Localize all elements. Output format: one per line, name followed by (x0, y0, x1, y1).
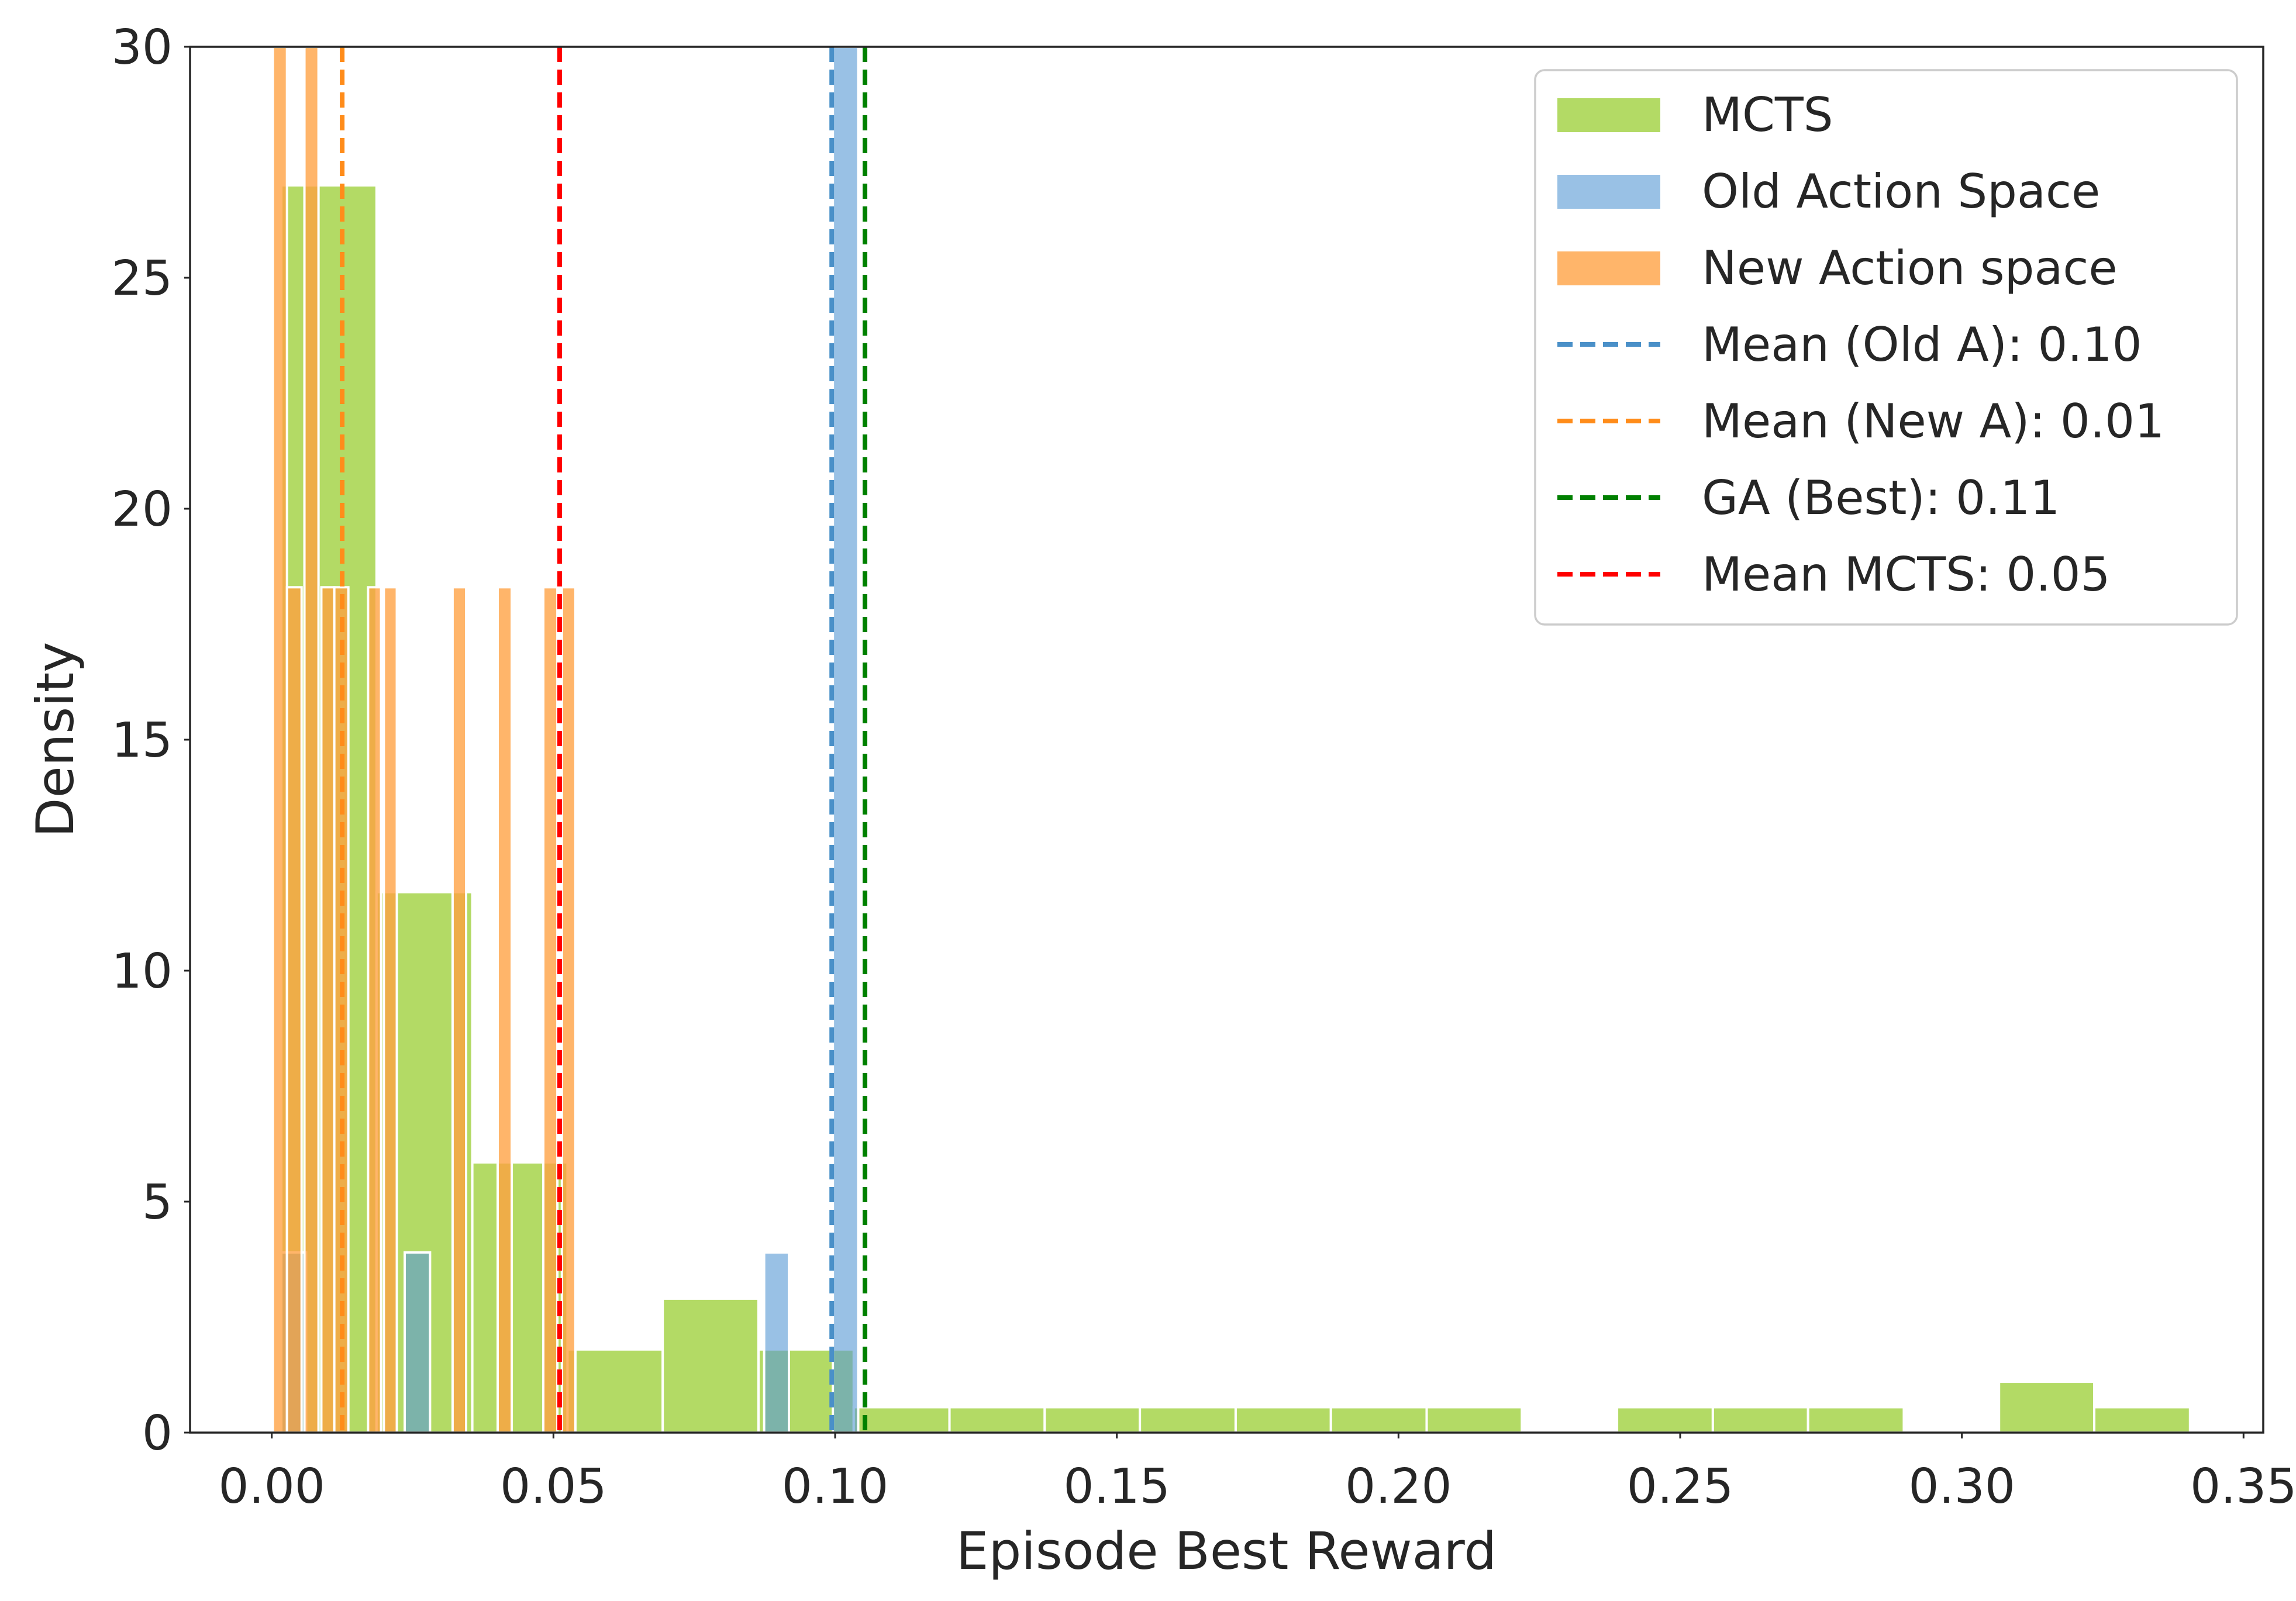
x-tick-label: 0.25 (1627, 1459, 1734, 1514)
hist-bar (566, 1348, 664, 1434)
hist-bar (367, 586, 382, 1434)
x-tick-label: 0.15 (1063, 1459, 1170, 1514)
hist-bar (542, 586, 559, 1434)
hist-bar (1711, 1406, 1809, 1434)
x-axis-ticks: 0.00 0.05 0.10 0.15 0.20 0.25 0.30 0.35 (218, 1433, 2296, 1514)
hist-bar (1616, 1406, 1714, 1434)
hist-bar (763, 1251, 791, 1434)
hist-bar (661, 1297, 760, 1434)
x-tick-label: 0.00 (218, 1459, 325, 1514)
hist-bar (303, 46, 320, 1434)
legend-label: Mean (Old A): 0.10 (1702, 318, 2142, 372)
y-axis-ticks: 0 5 10 15 20 25 30 (112, 20, 190, 1461)
legend-label: New Action space (1702, 241, 2118, 295)
y-axis-label: Density (25, 642, 85, 838)
y-tick-label: 0 (142, 1406, 173, 1461)
hist-bar (1998, 1381, 2096, 1434)
hist-bar (1807, 1406, 1905, 1434)
legend-swatch (1557, 175, 1660, 209)
hist-bar (1234, 1406, 1332, 1434)
hist-bar (948, 1406, 1046, 1434)
reference-lines (340, 47, 868, 1433)
y-tick-label: 30 (112, 20, 173, 75)
hist-bar (852, 1406, 951, 1434)
x-tick-label: 0.35 (2190, 1459, 2296, 1514)
histogram-bars (271, 46, 2191, 1434)
legend-label: MCTS (1702, 88, 1833, 142)
y-tick-label: 20 (112, 482, 173, 537)
legend-swatch (1557, 98, 1660, 132)
legend: MCTS Old Action Space New Action space Mean… (1534, 69, 2238, 626)
hist-bar (382, 586, 398, 1434)
x-tick-label: 0.05 (500, 1459, 607, 1514)
legend-label: Mean MCTS: 0.05 (1702, 547, 2110, 602)
hist-bar (560, 586, 577, 1434)
hist-bar (271, 46, 288, 1434)
x-tick-label: 0.20 (1345, 1459, 1452, 1514)
legend-label: GA (Best): 0.11 (1702, 471, 2060, 525)
legend-swatch (1557, 251, 1660, 285)
hist-bar (2093, 1406, 2191, 1434)
hist-bar (1329, 1406, 1428, 1434)
legend-label: Old Action Space (1702, 164, 2100, 219)
x-axis-label: Episode Best Reward (956, 1521, 1497, 1581)
legend-items: MCTS Old Action Space New Action space Mean… (1557, 88, 2164, 602)
hist-bar (320, 586, 336, 1434)
hist-bar (1043, 1406, 1142, 1434)
hist-bar (832, 46, 860, 1434)
x-tick-label: 0.10 (782, 1459, 889, 1514)
legend-frame (1534, 69, 2238, 626)
hist-bar (404, 1251, 432, 1434)
y-tick-label: 15 (112, 713, 173, 768)
hist-bar (496, 586, 513, 1434)
hist-bar (1139, 1406, 1237, 1434)
y-tick-label: 5 (142, 1175, 173, 1230)
x-tick-label: 0.30 (1908, 1459, 2015, 1514)
y-tick-label: 10 (112, 944, 173, 999)
legend-label: Mean (New A): 0.01 (1702, 394, 2164, 448)
hist-bar (451, 586, 468, 1434)
hist-bar (285, 586, 303, 1434)
y-tick-label: 25 (112, 251, 173, 306)
hist-bar (1425, 1406, 1523, 1434)
